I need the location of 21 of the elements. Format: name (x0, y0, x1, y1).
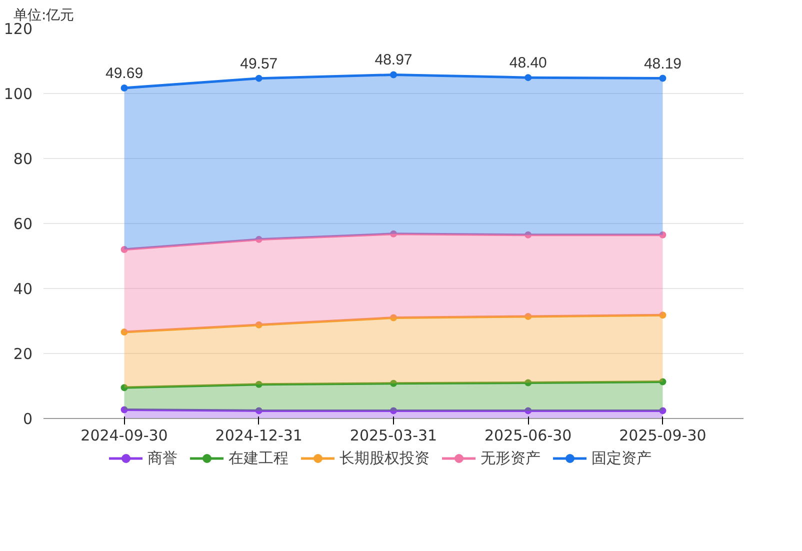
x-tick-label: 2024-09-30 (80, 426, 168, 444)
data-label: 49.57 (240, 55, 278, 72)
data-label: 48.97 (374, 52, 412, 69)
y-tick-label: 80 (13, 150, 33, 168)
legend-label: 商誉 (148, 448, 178, 468)
legend-label: 长期股权投资 (340, 448, 430, 468)
data-label: 49.69 (106, 65, 144, 82)
y-tick-label: 0 (22, 410, 33, 428)
legend-label: 无形资产 (480, 448, 540, 468)
y-tick-label: 40 (13, 280, 33, 298)
legend-label: 固定资产 (592, 448, 652, 468)
x-tick-label: 2025-09-30 (619, 426, 706, 444)
x-tick-label: 2025-06-30 (484, 426, 572, 444)
data-label: 48.19 (644, 55, 682, 72)
x-tick-label: 2024-12-31 (215, 426, 302, 444)
x-tick-label: 2025-03-31 (350, 426, 438, 444)
data-label: 48.40 (509, 54, 547, 72)
y-tick-label: 100 (4, 85, 33, 103)
y-tick-label: 20 (13, 345, 33, 363)
y-tick-label: 60 (13, 215, 33, 233)
legend-label: 在建工程 (228, 448, 288, 468)
